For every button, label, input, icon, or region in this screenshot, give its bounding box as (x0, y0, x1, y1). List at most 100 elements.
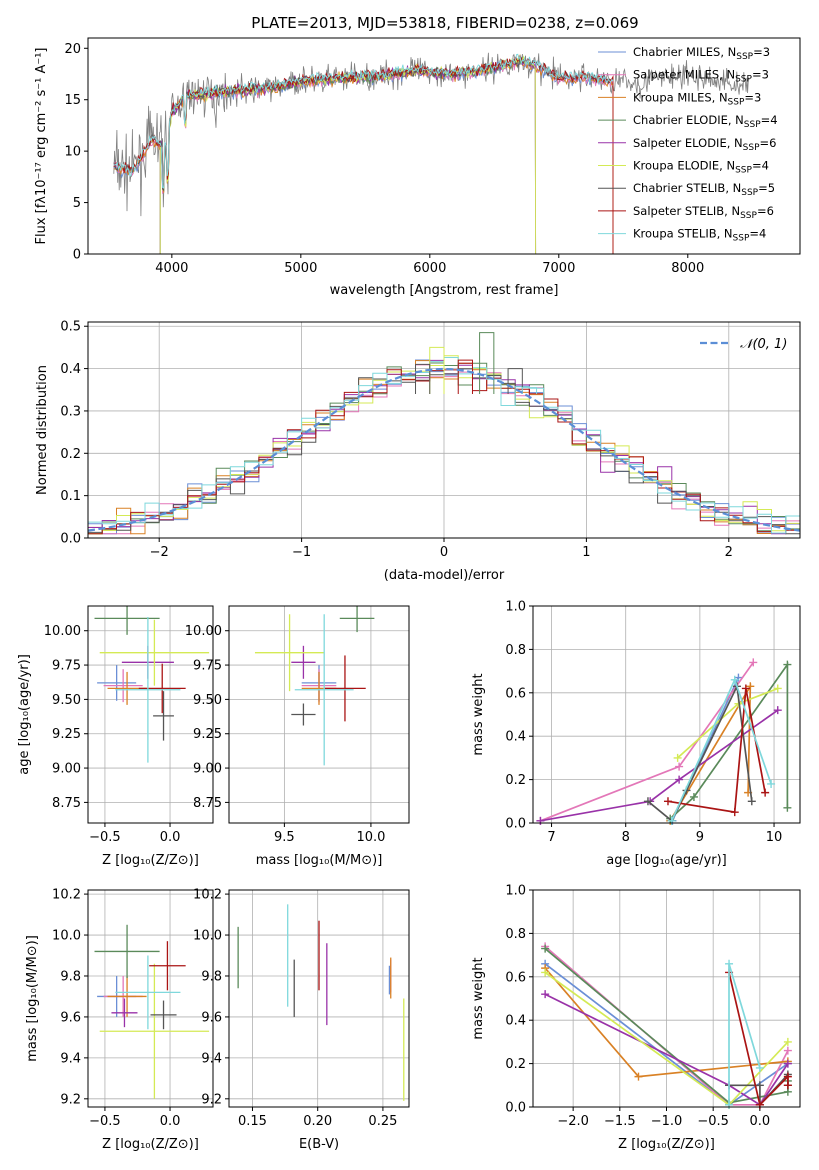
mass-weight-marker (783, 1059, 792, 1068)
mass-weight-marker (773, 706, 782, 715)
legend-label: Kroupa ELODIE, NSSP=4 (633, 159, 769, 176)
x-tick-label: −2.0 (557, 1114, 589, 1129)
mass-weight-line (540, 709, 779, 822)
legend-label: Chabrier STELIB, NSSP=5 (633, 181, 775, 198)
mass-weight-vs-Z-panel: −2.0 −1.5 −1.0 −0.5 0.0 0.0 0.2 0.4 0.6 0.8 1.0 Z [… (471, 884, 801, 1152)
y-tick-label: 9.75 (52, 659, 81, 674)
legend-label-main: Salpeter MILES, N (633, 68, 735, 82)
mass-weight-vs-age-panel: 7 8 9 10 0.0 0.2 0.4 0.6 0.8 1.0 age [log₁₀(age/yr… (471, 600, 801, 868)
y-tick-label: 9.25 (52, 727, 81, 742)
mass-weight-marker (741, 684, 750, 693)
mass-weight-line (544, 993, 789, 1106)
legend-label-sub: SSP (736, 52, 753, 62)
mass-vs-ebv-panel: 0.15 0.20 0.25 9.2 9.4 9.6 9.8 10.0 10.2 E(B-V) (193, 888, 410, 1152)
y-tick-label: 8.75 (52, 796, 81, 811)
age-vs-mass-panel: 9.5 10.0 8.75 9.00 9.25 9.50 9.75 10.00 mass [lo… (185, 605, 410, 868)
mass-vs-Z-panel: −0.5 0.0 9.2 9.4 9.6 9.8 10.0 10.2 Z [log₁₀(Z/Z⊙… (25, 888, 214, 1152)
y-tick-label: 9.4 (60, 1051, 81, 1066)
x-tick-label: 2 (725, 545, 733, 560)
legend-label-tail: =6 (757, 204, 774, 218)
legend-label-main: Chabrier MILES, N (633, 45, 736, 59)
mass-weight-marker (675, 775, 684, 784)
y-tick-label: 9.00 (193, 762, 222, 777)
plot-frame (87, 889, 214, 1108)
y-tick-label: 0.4 (505, 730, 526, 745)
legend-label: Chabrier ELODIE, NSSP=4 (633, 113, 778, 130)
x-axis-label: wavelength [Angstrom, rest frame] (330, 283, 559, 298)
y-tick-label: 5 (73, 196, 81, 211)
x-tick-label: 7000 (542, 261, 575, 276)
x-axis-label: mass [log₁₀(M/M⊙)] (256, 853, 383, 868)
mass-weight-marker (634, 1072, 643, 1081)
y-tick-label: 10.00 (44, 624, 81, 639)
plot-frame (532, 605, 801, 824)
legend-label-main: Salpeter STELIB, N (633, 204, 740, 218)
x-tick-label: 8 (622, 830, 630, 845)
legend-label-sub: SSP (743, 143, 760, 153)
y-tick-label: 10 (64, 145, 81, 160)
mass-weight-marker (725, 959, 734, 968)
y-tick-label: 10.0 (52, 929, 81, 944)
y-tick-label: 9.8 (60, 969, 81, 984)
y-axis-label: age [log₁₀(age/yr)] (17, 654, 32, 775)
y-axis-label: mass weight (471, 673, 486, 755)
x-axis-label: (data-model)/error (384, 568, 505, 583)
legend-label-tail: =4 (749, 227, 766, 241)
legend-label: 𝒩(0, 1) (740, 337, 787, 352)
mass-weight-marker (783, 660, 792, 669)
legend-label: Kroupa MILES, NSSP=3 (633, 90, 761, 107)
y-tick-label: 0.2 (60, 447, 81, 462)
figure-title: PLATE=2013, MJD=53818, FIBERID=0238, z=0… (251, 14, 638, 32)
x-tick-label: −0.5 (89, 830, 121, 845)
y-tick-label: 0.4 (60, 362, 81, 377)
spectrum-model-line (113, 53, 614, 189)
y-tick-label: 10.2 (193, 888, 222, 903)
y-tick-label: 0.5 (60, 320, 81, 335)
mass-weight-marker (767, 779, 776, 788)
y-tick-label: 9.6 (60, 1010, 81, 1025)
x-tick-label: −0.5 (697, 1114, 729, 1129)
y-axis-label: mass weight (471, 957, 486, 1039)
x-axis-label: E(B-V) (299, 1137, 339, 1152)
legend-label-sub: SSP (728, 97, 745, 107)
y-tick-label: 0.4 (505, 1014, 526, 1029)
x-tick-label: 7 (547, 830, 555, 845)
mass-weight-line (540, 661, 754, 822)
y-tick-label: 9.2 (201, 1092, 222, 1107)
y-tick-label: 1.0 (505, 884, 526, 899)
mass-weight-marker (541, 990, 550, 999)
mass-weight-marker (536, 816, 545, 825)
legend-label-tail: =5 (758, 181, 775, 195)
spectrum-panel: 4000 5000 6000 7000 8000 0 5 10 15 20 wavelength [… (34, 37, 801, 298)
x-tick-label: 1 (582, 545, 590, 560)
y-tick-label: 9.25 (193, 727, 222, 742)
y-tick-label: 10.2 (52, 888, 81, 903)
y-tick-label: 8.75 (193, 796, 222, 811)
legend-label-sub: SSP (744, 120, 761, 130)
mass-weight-marker (673, 753, 682, 762)
mass-weight-marker (761, 788, 770, 797)
legend-label-main: Kroupa ELODIE, N (633, 159, 735, 173)
x-tick-label: 10.0 (356, 830, 385, 845)
y-tick-label: 9.6 (201, 1010, 222, 1025)
y-tick-label: 0.1 (60, 489, 81, 504)
x-tick-label: 4000 (155, 261, 188, 276)
residual-histogram-peak (479, 332, 495, 394)
x-tick-label: 6000 (413, 261, 446, 276)
x-tick-label: 0 (440, 545, 448, 560)
mass-weight-marker (643, 797, 652, 806)
legend-label-tail: =3 (744, 90, 761, 104)
legend-label-sub: SSP (740, 211, 757, 221)
legend-label-tail: =3 (753, 45, 770, 59)
plot-frame (228, 889, 410, 1108)
mass-weight-marker (675, 762, 684, 771)
x-axis-label: age [log₁₀(age/yr)] (606, 853, 727, 868)
y-tick-label: 9.8 (201, 969, 222, 984)
legend-label-sub: SSP (741, 188, 758, 198)
mass-weight-line (669, 661, 789, 820)
legend-label-main: Chabrier STELIB, N (633, 181, 741, 195)
mass-weight-marker (663, 797, 672, 806)
mass-weight-marker (747, 797, 756, 806)
x-tick-label: 5000 (284, 261, 317, 276)
